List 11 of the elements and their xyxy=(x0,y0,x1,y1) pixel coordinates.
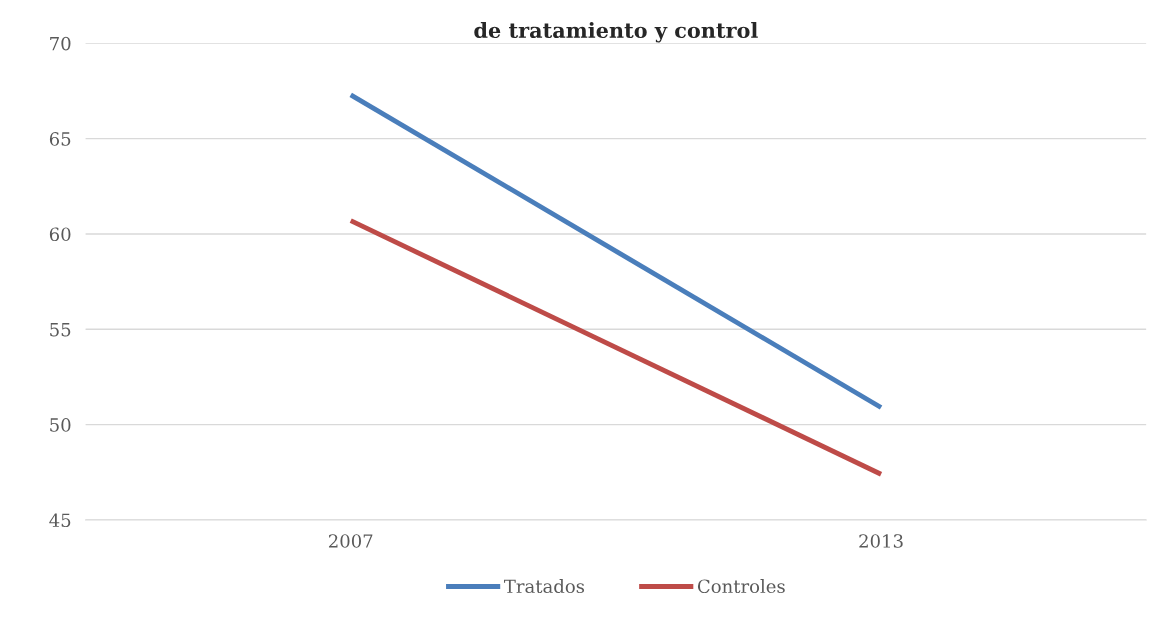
x-tick-label: 2013 xyxy=(859,534,903,548)
legend-label: Controles xyxy=(697,579,785,594)
y-tick-label: 60 xyxy=(49,227,71,242)
x-tick-label: 2007 xyxy=(328,534,373,548)
legend-label: Tratados xyxy=(504,579,585,594)
y-tick-label: 50 xyxy=(50,418,71,432)
y-tick-label: 65 xyxy=(49,132,71,146)
y-tick-label: 70 xyxy=(50,36,71,51)
y-tick-label: 55 xyxy=(50,323,71,337)
chart-title: de tratamiento y control xyxy=(474,21,758,43)
y-tick-label: 45 xyxy=(49,513,71,528)
